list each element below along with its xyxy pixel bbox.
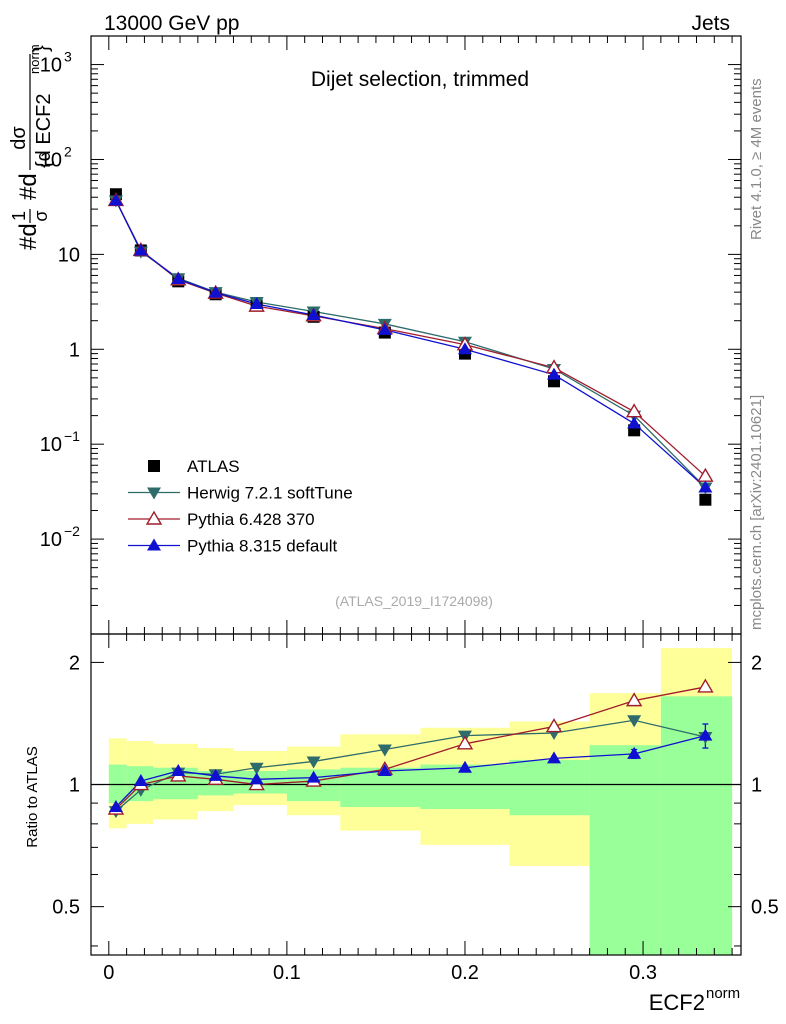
main-plot-title: Dijet selection, trimmed [311,68,529,91]
ratio-point-s2-2 [171,763,186,776]
main-ytick-label-2: 10 [58,244,80,266]
header-energy-label: 13000 GeV pp [104,12,239,35]
ylabel-mid: #d [15,173,42,200]
series-markers [107,188,714,819]
band-inner-8 [509,759,590,816]
ratio-ytick-label-left-1: 1 [69,775,80,797]
ratio-point-s2-6 [377,763,392,776]
main-ytick-label-5: 10 [40,529,62,551]
ratio-point-s0-4 [249,762,264,775]
legend-marker-2 [145,510,163,525]
ylabel-frac1-den: σ [31,210,51,221]
main-point-s3-10 [698,480,713,493]
band-inner-0 [108,764,127,804]
main-line-series-1 [115,200,706,488]
xtick-label-0: 0 [103,962,114,984]
ratio-plot-frame [90,633,742,956]
xtick-label-1: 0.1 [273,962,301,984]
header-process-label: Jets [691,12,730,35]
legend-marker-0 [148,460,160,472]
main-point-s3-0 [108,193,123,206]
ratio-point-s2-7 [457,760,472,773]
rivet-version-label: Rivet 4.1.0, ≥ 4M events [748,78,765,240]
legend-label-3: Pythia 8.315 default [187,537,338,556]
x-axis-label-sup: norm [706,985,740,1002]
main-ytick-label-1: 10 [40,149,62,171]
ratio-bands [91,648,741,955]
band-inner-10 [660,696,733,955]
legend-label-2: Pythia 6.428 370 [187,510,315,529]
x-axis-label: ECF2 [649,990,705,1015]
main-point-s3-3 [208,285,223,298]
ratio-ytick-label-right-0: 0.5 [751,897,779,919]
main-point-s3-2 [171,272,186,285]
ylabel-prefix: #d [15,223,42,250]
ylabel-frac2-num: dσ [8,126,30,150]
ratio-point-s1-10 [697,678,714,693]
main-ytick-exp-1: 2 [64,143,72,159]
ylabel-frac2-den: {d ECF2 [33,94,55,168]
ratio-point-s2-0 [108,800,123,813]
main-ytick-label-0: 10 [40,55,62,77]
ratio-point-s2-10 [698,728,713,741]
ratio-point-s0-9 [627,715,642,728]
xtick-label-3: 0.3 [629,962,657,984]
xtick-label-2: 0.2 [451,962,479,984]
ratio-ytick-label-left-2: 2 [69,652,80,674]
ratio-point-s0-6 [377,744,392,757]
ratio-y-axis-label: Ratio to ATLAS [24,746,41,847]
ylabel-frac1-num: 1 [9,211,29,221]
main-point-s3-6 [377,322,392,335]
main-point-s3-4 [249,297,264,310]
ylabel-frac2-close: } [31,45,53,52]
main-line-series-3 [115,200,706,488]
ratio-point-s1-7 [456,735,474,750]
main-point-s3-1 [133,243,148,256]
legend-label-1: Herwig 7.2.1 softTune [187,484,353,503]
main-y-axis-label: #d 1 σ #d dσ {d ECF2 norm } [8,44,55,250]
ratio-ytick-label-left-0: 0.5 [52,897,80,919]
legend-marker-3 [147,538,161,551]
analysis-tag: (ATLAS_2019_I1724098) [335,593,493,609]
main-ytick-label-3: 1 [69,339,80,361]
main-ytick-exp-5: −2 [64,523,80,539]
main-point-s3-8 [547,367,562,380]
main-ytick-label-4: 10 [40,434,62,456]
ratio-ytick-label-right-2: 2 [751,652,762,674]
main-point-s3-7 [457,342,472,355]
band-inner-9 [589,745,661,955]
main-point-s3-9 [627,416,642,429]
ratio-ytick-label-right-1: 1 [751,775,762,797]
legend: ATLAS Herwig 7.2.1 softTune Pythia 6.428 3… [128,457,353,556]
ratio-point-s2-9 [627,746,642,759]
ratio-point-s2-3 [208,768,223,781]
ylabel-frac2-sup: norm [27,44,42,74]
ratio-point-s0-5 [306,756,321,769]
main-ytick-exp-4: −1 [64,428,80,444]
main-point-s0-10 [699,493,712,506]
ratio-point-s2-8 [547,751,562,764]
main-line-series-2 [115,200,706,477]
ratio-point-s1-8 [545,718,563,733]
ratio-point-s2-5 [306,770,321,783]
main-ytick-exp-0: 3 [64,49,72,65]
ratio-point-s2-1 [133,774,148,787]
ratio-point-s2-4 [249,772,264,785]
mcplots-label: mcplots.cern.ch [arXiv:2401.10621] [748,395,765,630]
main-point-s3-5 [306,307,321,320]
ratio-point-s1-9 [625,692,643,707]
legend-marker-1 [147,487,161,500]
legend-label-0: ATLAS [187,457,240,476]
